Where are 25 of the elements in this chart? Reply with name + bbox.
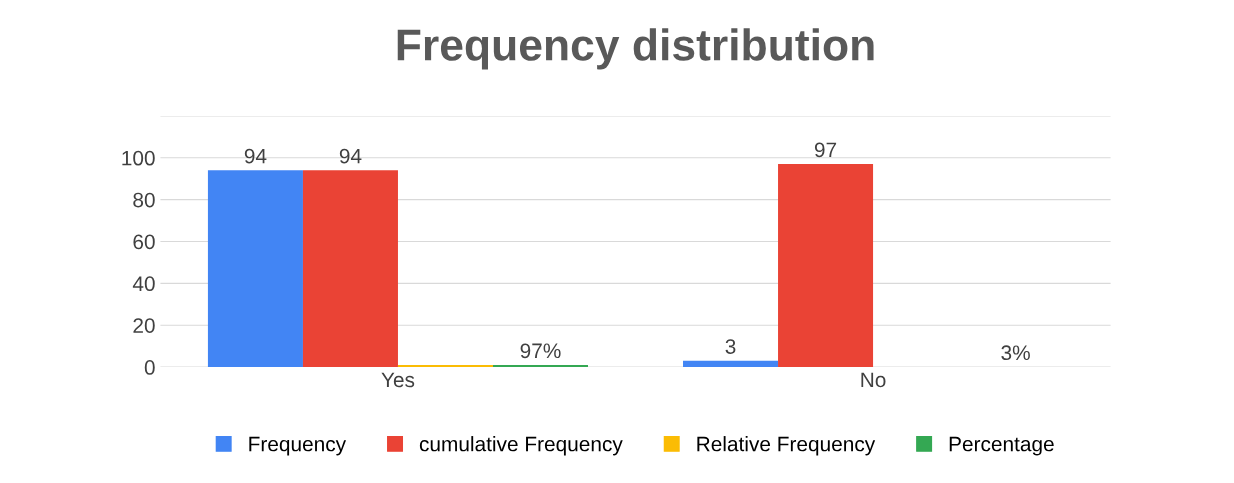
- data-label: 97: [814, 142, 837, 158]
- chart-title: Frequency distribution: [397, 28, 874, 70]
- data-label: 97%: [520, 343, 561, 359]
- x-tick-label: No: [861, 372, 886, 388]
- y-tick-label: 40: [132, 276, 155, 292]
- y-tick-label: 20: [133, 318, 155, 333]
- data-label: 3%: [1001, 345, 1030, 361]
- legend-label: Relative Frequency: [697, 436, 876, 456]
- data-label: 94: [244, 148, 267, 164]
- data-label: 3: [725, 339, 736, 354]
- bar: [302, 170, 398, 368]
- y-tick-label: 0: [144, 360, 155, 375]
- bar: [397, 365, 493, 368]
- y-tick-label: 100: [122, 150, 155, 166]
- legend-label: Percentage: [949, 436, 1054, 456]
- y-tick-label: 80: [133, 192, 155, 208]
- x-tick-label: Yes: [381, 372, 415, 388]
- legend-label: cumulative Frequency: [419, 436, 623, 456]
- bar: [207, 170, 303, 368]
- legend-label: Frequency: [249, 436, 347, 456]
- bar: [683, 360, 779, 368]
- y-tick-label: 60: [133, 234, 155, 250]
- bar: [778, 164, 874, 368]
- bar: [492, 365, 588, 368]
- data-label: 94: [339, 148, 362, 164]
